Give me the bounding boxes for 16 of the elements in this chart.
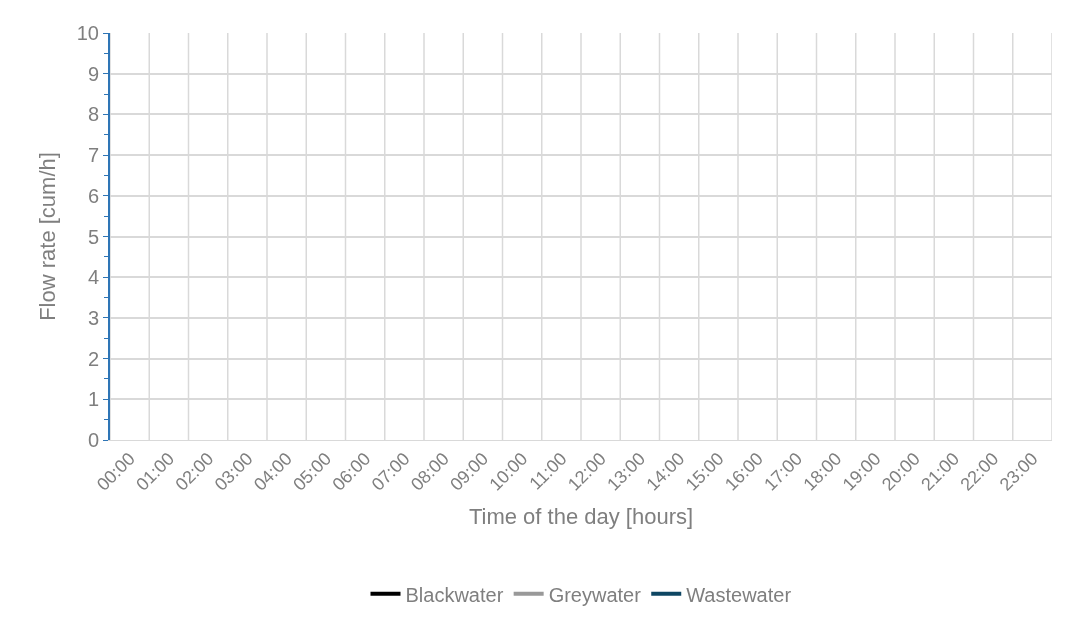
legend-label: Greywater: [548, 583, 642, 606]
x-axis-title: Time of the day [hours]: [468, 503, 694, 529]
y-tick-label: 4: [87, 266, 99, 289]
legend-label: Blackwater: [405, 583, 504, 606]
y-tick-label: 3: [87, 306, 99, 329]
y-tick-label: 6: [87, 184, 99, 207]
y-tick-label: 0: [87, 429, 99, 451]
y-tick-label: 9: [87, 62, 99, 85]
y-tick-label: 2: [87, 347, 99, 370]
y-axis-title: Flow rate [cum/h]: [35, 152, 61, 321]
legend-label: Wastewater: [686, 583, 792, 606]
y-tick-label: 10: [76, 22, 99, 44]
y-tick-label: 8: [87, 103, 99, 126]
y-tick-label: 5: [87, 225, 99, 248]
y-tick-label: 7: [87, 144, 99, 167]
y-tick-label: 1: [87, 388, 99, 411]
